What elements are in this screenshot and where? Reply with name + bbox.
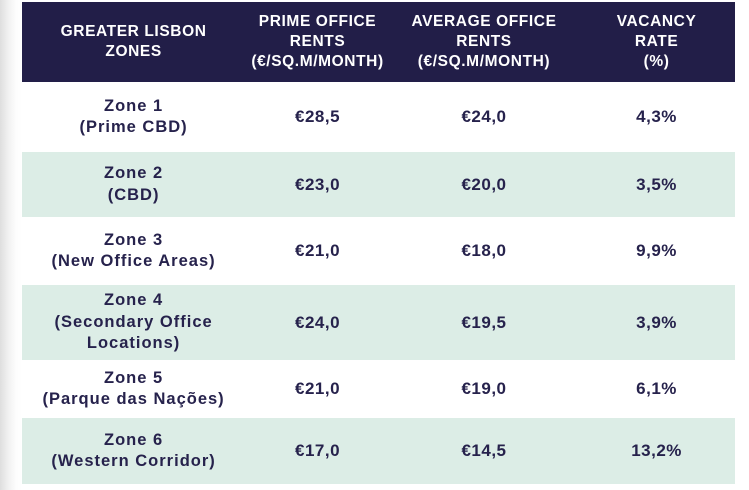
vacancy-rate-value: 3,5% <box>636 174 677 194</box>
prime-rent-value: €17,0 <box>295 441 341 460</box>
prime-rent-value: €21,0 <box>295 241 341 260</box>
column-header-average-rents: AVERAGE OFFICE RENTS (€/SQ.M/MONTH) <box>411 12 557 71</box>
average-rent-value: €20,0 <box>461 174 507 194</box>
table-row-zone-4: Zone 4 (Secondary Office Locations) €24,… <box>22 285 735 360</box>
zone-label: Zone 6 (Western Corridor) <box>51 430 216 470</box>
column-header-prime-rents: PRIME OFFICE RENTS (€/SQ.M/MONTH) <box>251 12 384 71</box>
zone-label: Zone 2 (CBD) <box>103 164 164 204</box>
table-row-zone-6: Zone 6 (Western Corridor) €17,0 €14,5 13… <box>22 418 735 484</box>
table-row-zone-5: Zone 5 (Parque das Nações) €21,0 €19,0 6… <box>22 360 735 418</box>
prime-rent-value: €21,0 <box>295 379 341 398</box>
column-header-zones: GREATER LISBON ZONES <box>60 22 207 60</box>
prime-rent-value: €28,5 <box>295 107 341 126</box>
lisbon-office-rents-table: GREATER LISBON ZONES PRIME OFFICE RENTS … <box>22 2 735 484</box>
vacancy-rate-value: 9,9% <box>636 241 677 260</box>
vacancy-rate-value: 6,1% <box>636 379 677 398</box>
average-rent-value: €14,5 <box>461 441 507 460</box>
column-header-vacancy-rate: VACANCY RATE (%) <box>616 12 697 71</box>
prime-rent-value: €24,0 <box>295 312 341 332</box>
average-rent-value: €18,0 <box>461 241 507 260</box>
average-rent-value: €19,5 <box>461 312 507 332</box>
table-row-zone-3: Zone 3 (New Office Areas) €21,0 €18,0 9,… <box>22 217 735 285</box>
table-row-zone-2: Zone 2 (CBD) €23,0 €20,0 3,5% <box>22 152 735 217</box>
prime-rent-value: €23,0 <box>295 174 341 194</box>
vacancy-rate-value: 3,9% <box>636 312 677 332</box>
vacancy-rate-value: 4,3% <box>636 107 677 126</box>
table-header-row: GREATER LISBON ZONES PRIME OFFICE RENTS … <box>22 2 735 82</box>
zone-label: Zone 4 (Secondary Office Locations) <box>54 291 213 353</box>
zone-label: Zone 3 (New Office Areas) <box>51 230 216 270</box>
average-rent-value: €24,0 <box>461 107 507 126</box>
vacancy-rate-value: 13,2% <box>631 441 682 460</box>
page-edge-shadow <box>0 0 22 490</box>
zone-label: Zone 5 (Parque das Nações) <box>42 368 225 408</box>
zone-label: Zone 1 (Prime CBD) <box>79 96 188 136</box>
table-row-zone-1: Zone 1 (Prime CBD) €28,5 €24,0 4,3% <box>22 82 735 152</box>
average-rent-value: €19,0 <box>461 379 507 398</box>
